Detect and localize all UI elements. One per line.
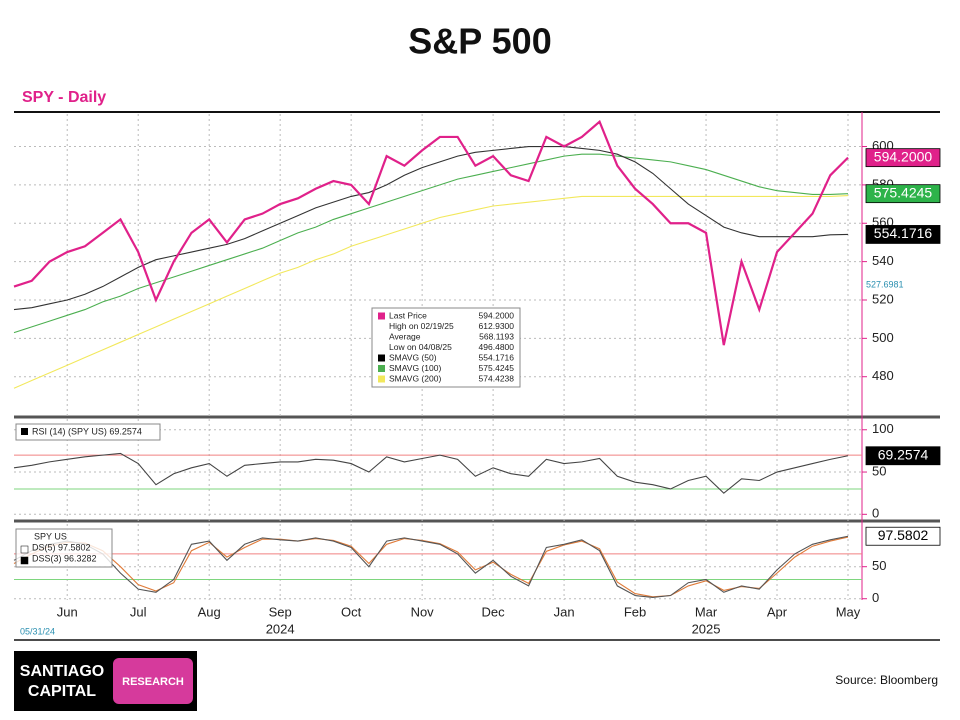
y-tick-label: 100: [872, 421, 894, 436]
year-label: 2025: [692, 621, 721, 636]
value-badge: [865, 148, 941, 168]
legend-label: SMAVG (100): [389, 363, 441, 373]
legend-value: 496.4800: [479, 342, 515, 352]
panel-label-swatch: [20, 556, 29, 565]
y-tick-label: 480: [872, 368, 894, 383]
page-title: S&P 500: [408, 21, 551, 62]
y-tick-label: 50: [872, 463, 886, 478]
series-line: [13, 535, 849, 598]
legend-value: 574.4238: [479, 373, 515, 383]
legend-swatch: [378, 365, 385, 372]
panel-label-swatch: [21, 428, 28, 435]
x-tick-label: Sep: [269, 604, 292, 619]
logo-tag-bg: [113, 658, 193, 704]
x-tick-label: Aug: [198, 604, 221, 619]
x-tick-label: Mar: [695, 604, 718, 619]
x-tick-label: Jan: [554, 604, 575, 619]
start-date: 05/31/24: [20, 626, 55, 636]
legend-label: High on 02/19/25: [389, 321, 454, 331]
legend-swatch: [378, 312, 385, 320]
legend-swatch: [378, 375, 385, 383]
value-badge-label: 594.2000: [874, 148, 933, 164]
x-tick-label: Oct: [341, 604, 362, 619]
value-badge: [865, 184, 941, 204]
x-tick-label: Nov: [411, 604, 435, 619]
logo-line1: SANTIAGO: [20, 663, 104, 680]
logo-tag: RESEARCH: [122, 676, 184, 688]
x-tick-label: Apr: [767, 604, 788, 619]
panel-label-swatch: [20, 545, 29, 554]
y-tick-label: 520: [872, 291, 894, 306]
panel-label-box: [15, 423, 161, 441]
y-tick-label: 0: [872, 506, 879, 521]
year-label: 2024: [266, 621, 295, 636]
x-tick-label: Jun: [57, 604, 78, 619]
value-badge: [865, 526, 941, 546]
y-tick-label: 0: [872, 590, 879, 605]
source: Source: Bloomberg: [835, 673, 938, 687]
panel-label: DSS(3) 96.3282: [32, 553, 97, 563]
subtitle: SPY - Daily: [22, 89, 106, 106]
x-tick-label: Feb: [624, 604, 646, 619]
legend-swatch: [378, 354, 385, 362]
value-badge-label: 575.4245: [874, 184, 933, 200]
value-badge-label: 69.2574: [878, 446, 929, 462]
legend-value: 554.1716: [479, 352, 515, 362]
x-tick-label: May: [836, 604, 861, 619]
value-badge: [865, 446, 941, 466]
legend-box: [371, 307, 521, 388]
x-tick-label: Jul: [130, 604, 147, 619]
legend-label: Last Price: [389, 310, 427, 320]
legend-label: Low on 04/08/25: [389, 342, 452, 352]
series-line: [13, 452, 849, 494]
marker-value: 527.6981: [866, 280, 904, 290]
legend-value: 575.4245: [479, 363, 515, 373]
x-tick-label: Dec: [482, 604, 506, 619]
series-line: [13, 145, 849, 311]
panel-label: RSI (14) (SPY US) 69.2574: [32, 426, 142, 436]
panel-label: SPY US: [34, 531, 67, 541]
panel-label-box: [15, 528, 113, 568]
logo: SANTIAGO CAPITAL RESEARCH: [14, 651, 197, 711]
y-tick-label: 500: [872, 330, 894, 345]
legend-label: SMAVG (50): [389, 352, 437, 362]
legend-label: Average: [389, 331, 421, 341]
legend-label: SMAVG (200): [389, 373, 441, 383]
logo-line2: CAPITAL: [28, 683, 96, 700]
value-badge: [865, 225, 941, 244]
panel-label: DS(5) 97.5802: [32, 542, 91, 552]
y-tick-label: 540: [872, 253, 894, 268]
series-line: [13, 195, 849, 389]
value-badge-label: 97.5802: [878, 527, 929, 543]
value-badge-label: 554.1716: [874, 225, 933, 241]
legend-value: 594.2000: [479, 310, 515, 320]
series-line: [13, 153, 849, 334]
series-line: [13, 536, 849, 598]
series-line: [13, 119, 849, 346]
legend-value: 612.9300: [479, 321, 515, 331]
legend-value: 568.1193: [479, 331, 514, 341]
y-tick-label: 50: [872, 558, 886, 573]
